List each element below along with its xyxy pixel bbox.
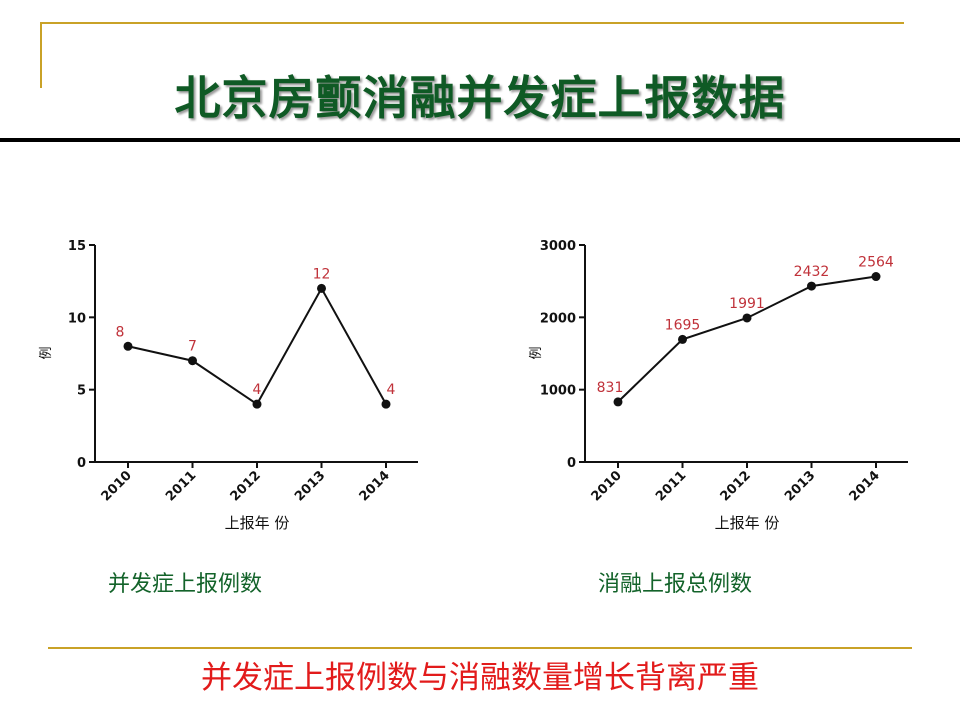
summary-text: 并发症上报例数与消融数量增长背离严重 [201, 660, 759, 696]
data-point [123, 341, 133, 351]
y-axis-label: 例 [39, 346, 54, 359]
y-tick-label: 3000 [540, 239, 576, 254]
x-tick-label: 2012 [718, 468, 754, 504]
chart-complications: 0 5 10 15 例 2010 2011 2012 2013 2014 上报年 份 8 7 4 12 4 [39, 239, 418, 532]
caption-ablations: 消融上报总例数 [598, 572, 753, 597]
x-tick-label: 2010 [589, 468, 625, 504]
x-tick-label: 2012 [228, 468, 264, 504]
data-point [317, 283, 326, 293]
title-underline [0, 138, 960, 142]
y-tick-label: 10 [68, 311, 86, 326]
corner-rule-vertical [40, 22, 42, 88]
y-axis-label: 例 [529, 346, 544, 359]
data-point [678, 334, 687, 344]
data-point [807, 281, 816, 291]
data-label: 2432 [794, 264, 830, 280]
x-tick-label: 2013 [292, 468, 328, 504]
data-point [381, 399, 391, 409]
data-label: 2564 [858, 255, 894, 271]
chart-ablations: 0 1000 2000 3000 例 2010 2011 2012 2013 2014 上报年 份 8… [529, 239, 908, 532]
x-tick-label: 2011 [653, 468, 689, 504]
y-tick-label: 0 [77, 456, 86, 471]
data-label: 1991 [729, 296, 765, 312]
x-axis-label: 上报年 份 [715, 514, 780, 532]
y-tick-label: 15 [68, 239, 86, 254]
data-point [613, 397, 623, 407]
x-tick-label: 2010 [99, 468, 135, 504]
data-point [188, 356, 197, 366]
data-label: 8 [116, 324, 125, 340]
y-tick-label: 1000 [540, 384, 576, 399]
corner-rule-top [40, 22, 904, 24]
data-label: 4 [253, 382, 262, 398]
footer-rule [48, 647, 912, 649]
y-tick-label: 0 [567, 456, 576, 471]
x-tick-label: 2014 [357, 468, 393, 504]
data-point [742, 313, 752, 323]
x-axis-label: 上报年 份 [225, 514, 290, 532]
data-label: 7 [188, 339, 197, 355]
data-label: 831 [597, 380, 624, 396]
x-tick-label: 2011 [163, 468, 199, 504]
slide-title: 北京房颤消融并发症上报数据 [174, 71, 786, 125]
x-tick-label: 2013 [782, 468, 818, 504]
y-tick-label: 5 [77, 384, 86, 399]
data-label: 4 [387, 382, 396, 398]
x-tick-label: 2014 [847, 468, 883, 504]
data-label: 1695 [665, 317, 701, 333]
data-label: 12 [313, 266, 331, 282]
y-tick-label: 2000 [540, 311, 576, 326]
data-point [252, 399, 262, 409]
data-point [871, 272, 881, 282]
caption-complications: 并发症上报例数 [108, 572, 263, 597]
